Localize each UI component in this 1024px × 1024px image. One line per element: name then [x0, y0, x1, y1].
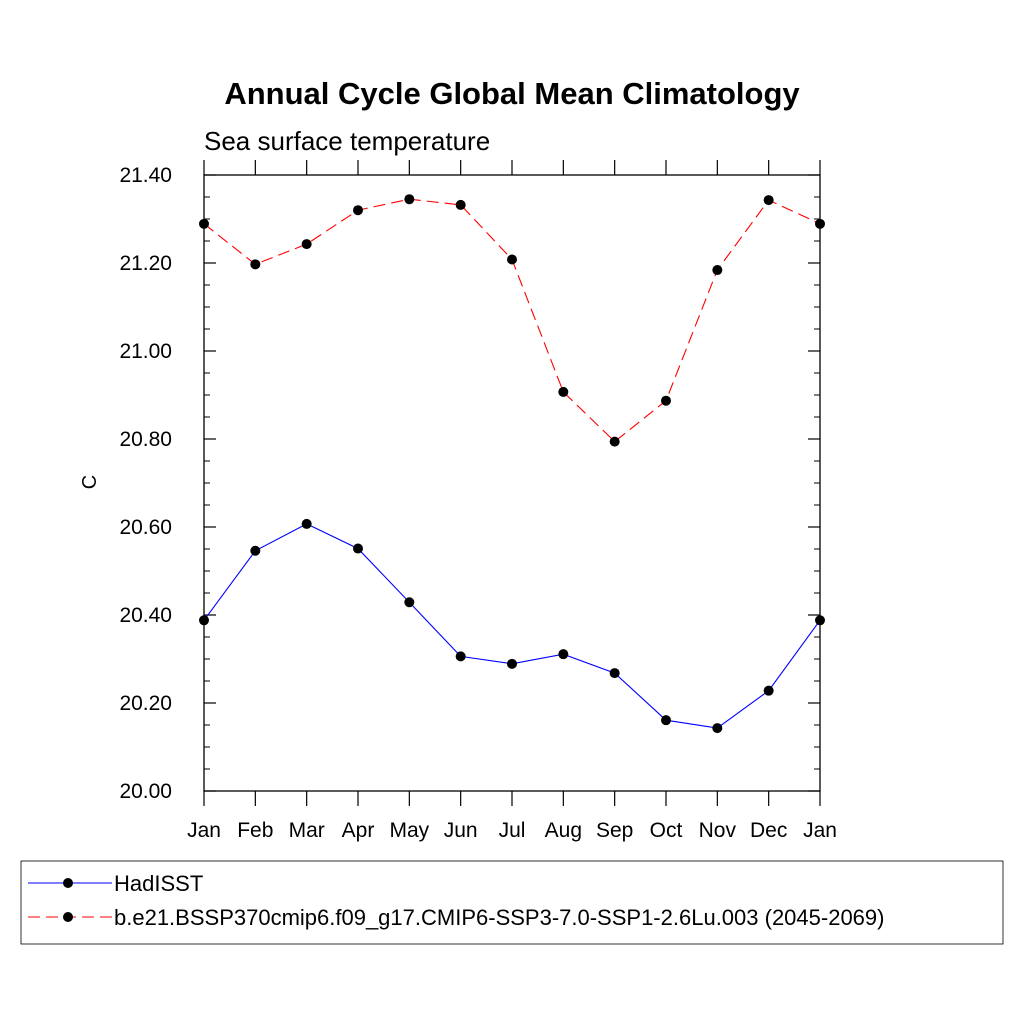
data-point [404, 597, 415, 608]
x-tick-label: Sep [596, 819, 633, 842]
data-point [250, 545, 261, 556]
x-tick-label: Jul [499, 819, 526, 842]
legend-swatch-marker [63, 878, 73, 888]
axis-ticks [203, 160, 821, 806]
legend: HadISST b.e21.BSSP370cmip6.f09_g17.CMIP6-… [20, 860, 1004, 945]
legend-item: b.e21.BSSP370cmip6.f09_g17.CMIP6-SSP3-7.… [28, 905, 884, 930]
y-tick-label: 20.00 [119, 780, 172, 803]
data-point [301, 239, 312, 250]
data-point [507, 658, 517, 669]
x-tick-label: May [389, 819, 429, 842]
data-point [455, 199, 466, 210]
y-tick-label: 20.40 [119, 604, 172, 627]
series-line [203, 198, 821, 443]
y-tick-label: 20.80 [119, 428, 172, 451]
plot-frame [203, 174, 821, 792]
y-tick-label: 20.60 [119, 516, 172, 539]
x-tick-label: Aug [545, 819, 582, 842]
data-point [558, 649, 569, 660]
legend-frame [20, 860, 1004, 945]
chart-subtitle: Sea surface temperature [204, 126, 490, 156]
x-tick-label: Mar [289, 819, 325, 842]
x-tick-label: Feb [237, 819, 273, 842]
data-point [661, 715, 671, 726]
y-tick-label: 21.00 [119, 340, 172, 363]
data-point [661, 395, 671, 406]
legend-label: b.e21.BSSP370cmip6.f09_g17.CMIP6-SSP3-7.… [114, 905, 884, 930]
x-tick-label: Jan [803, 819, 837, 842]
data-point [353, 205, 363, 216]
x-tick-label: Jun [444, 819, 478, 842]
legend-swatch-marker [63, 912, 73, 922]
series-group [199, 194, 825, 734]
legend-label: HadISST [114, 871, 203, 896]
data-point [353, 543, 363, 554]
data-point [455, 651, 466, 662]
data-point [712, 265, 723, 276]
series-1 [199, 518, 825, 734]
data-point [609, 668, 620, 679]
x-tick-label: Nov [699, 819, 737, 842]
series-2 [199, 194, 825, 447]
x-tick-label: Jan [187, 819, 221, 842]
data-point [507, 254, 517, 265]
data-point [250, 259, 261, 270]
data-point [301, 518, 312, 529]
legend-items: HadISST b.e21.BSSP370cmip6.f09_g17.CMIP6-… [28, 871, 884, 930]
data-point [609, 436, 620, 447]
y-axis-label: C [79, 475, 101, 489]
y-tick-labels: 20.00 20.20 20.40 20.60 20.80 21.00 21.20 21.40 [119, 164, 172, 803]
x-tick-label: Oct [650, 819, 683, 842]
series-line [203, 523, 821, 729]
data-point [558, 386, 569, 397]
data-point [404, 194, 415, 205]
y-tick-label: 20.20 [119, 692, 172, 715]
data-point [763, 685, 774, 696]
data-point [712, 723, 723, 734]
x-tick-labels: Jan Feb Mar Apr May Jun Jul Aug Sep Oct Nov Dec Jan [187, 819, 837, 842]
y-tick-label: 21.20 [119, 252, 172, 275]
x-tick-label: Apr [342, 819, 375, 842]
legend-item: HadISST [28, 871, 203, 896]
x-tick-label: Dec [750, 819, 787, 842]
chart-title: Annual Cycle Global Mean Climatology [224, 76, 800, 111]
data-point [763, 195, 774, 206]
y-tick-label: 21.40 [119, 164, 172, 187]
